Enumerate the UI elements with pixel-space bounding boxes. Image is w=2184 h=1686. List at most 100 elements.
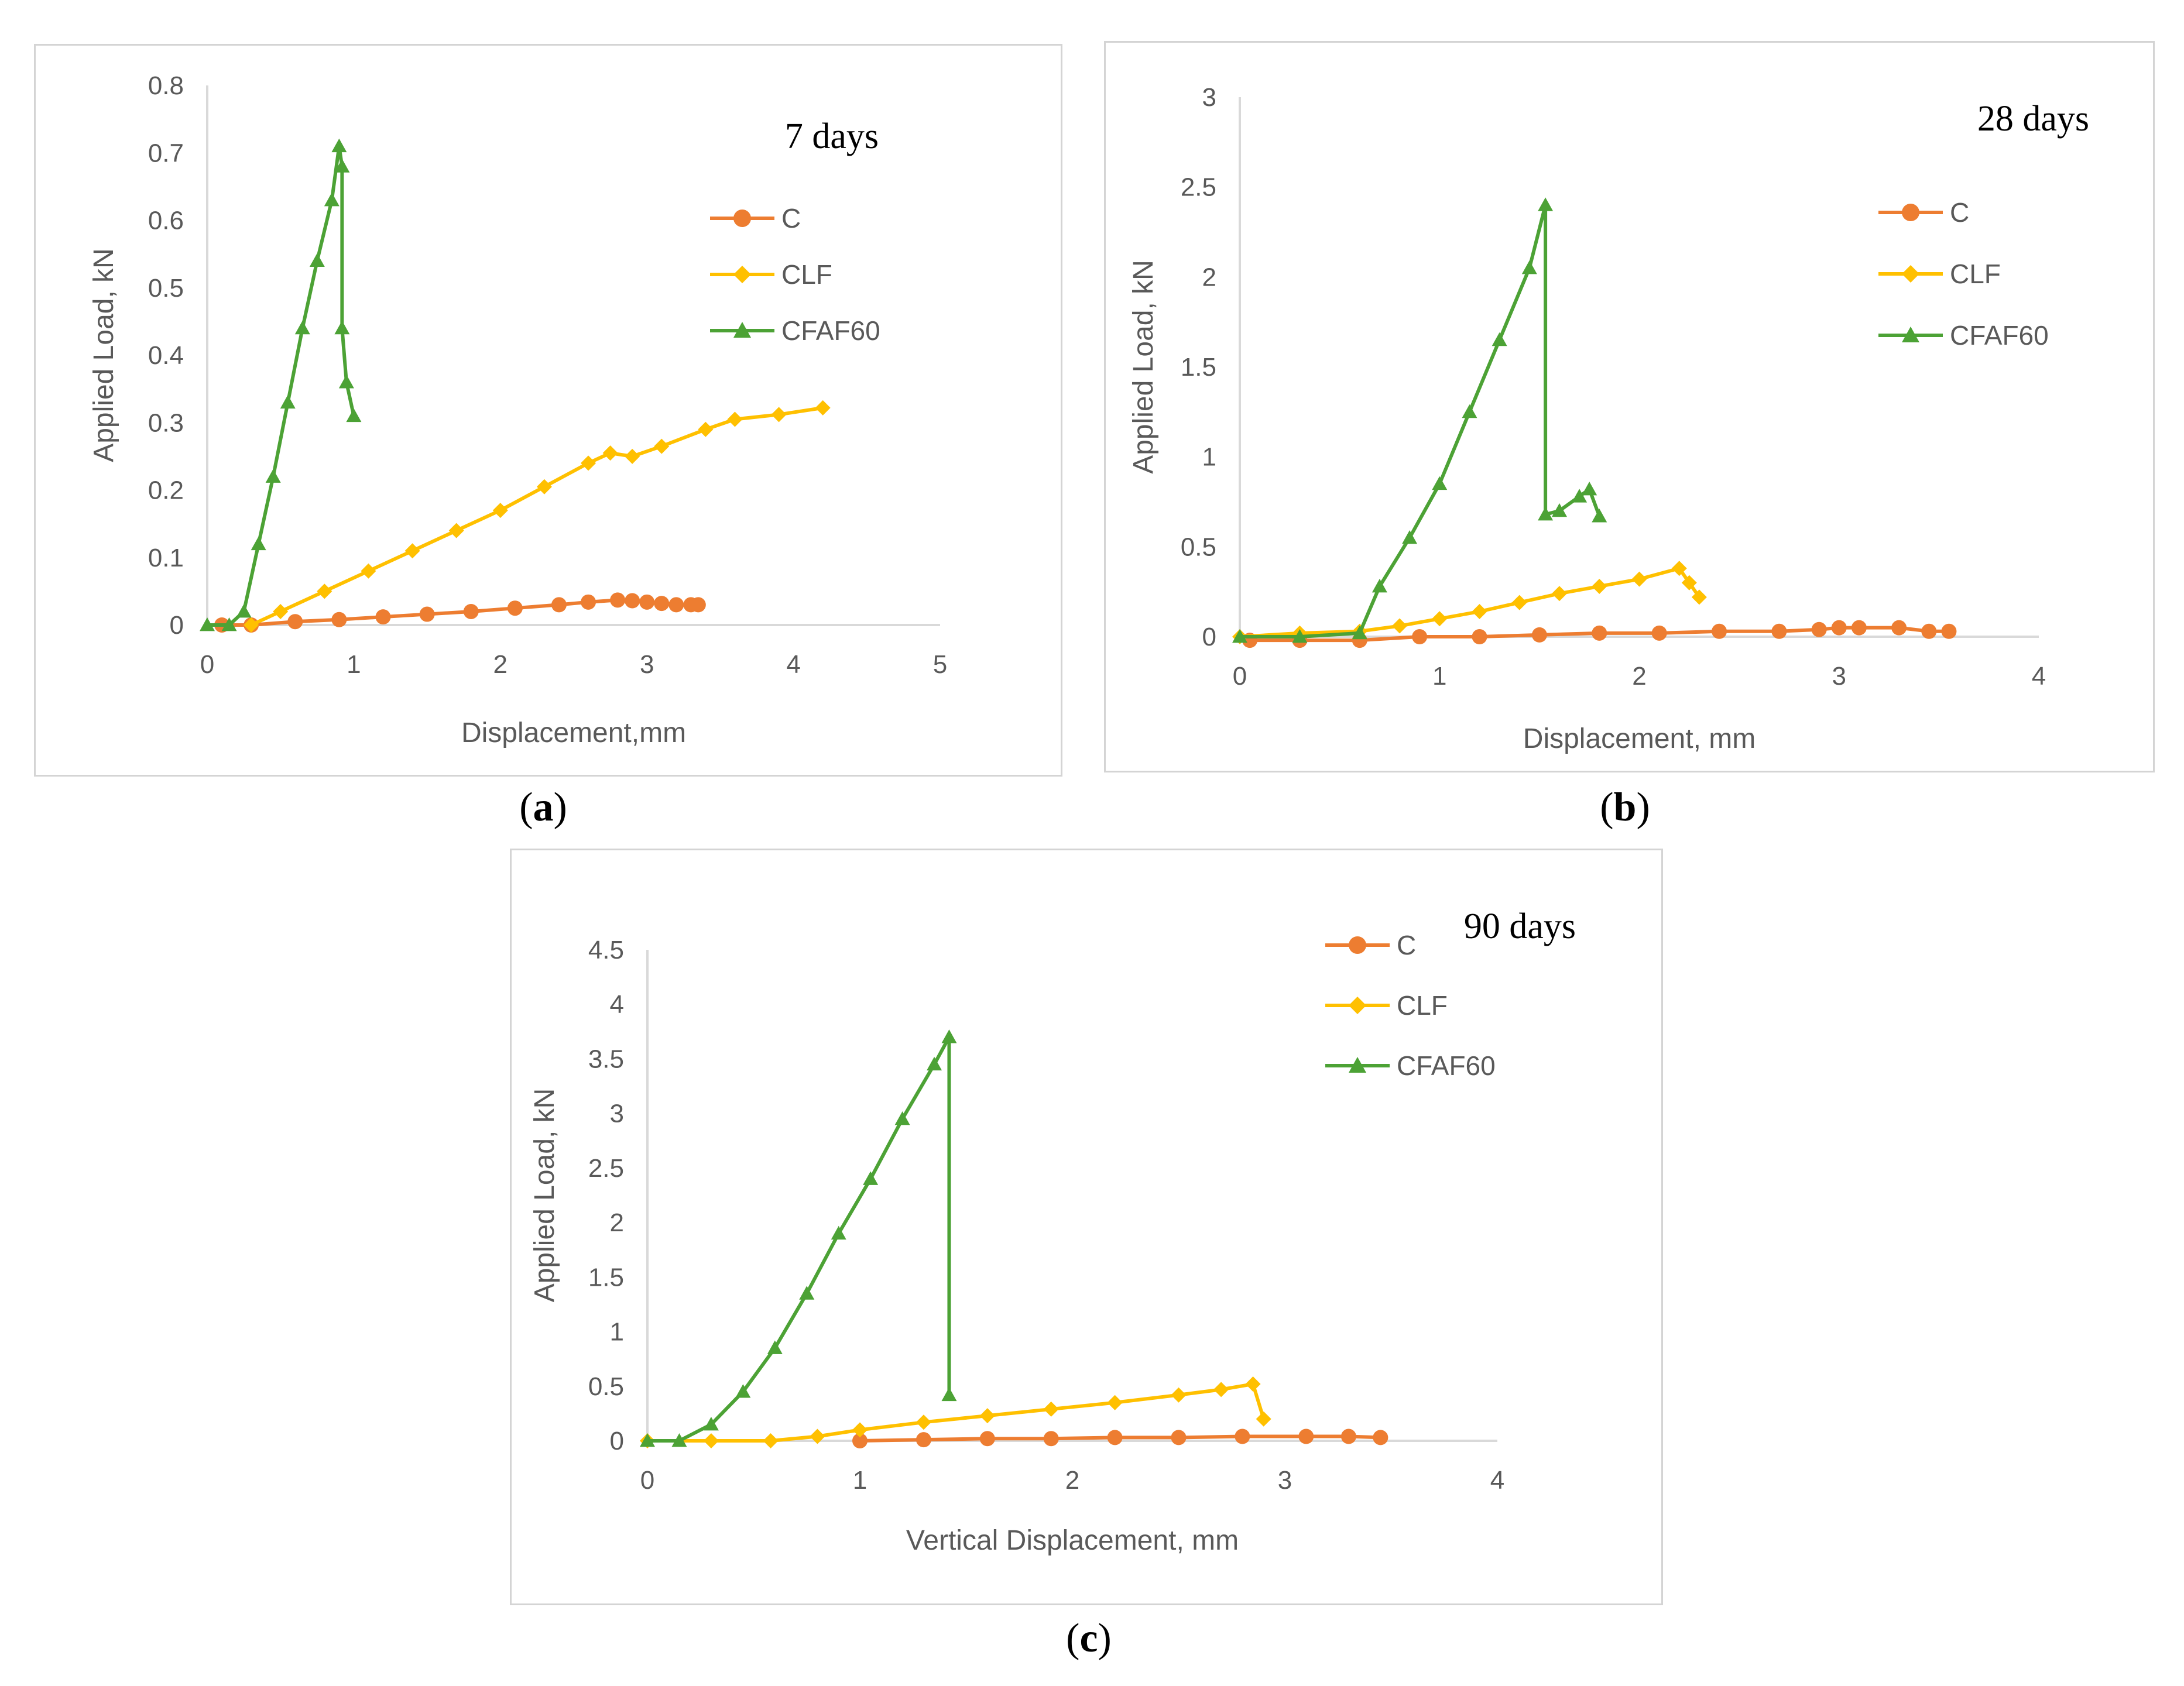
series-line [1250,626,1949,643]
data-point [1292,629,1308,643]
y-tick-label: 0 [170,611,184,640]
y-tick-label: 1.5 [1181,353,1216,382]
legend-label: CFAF60 [1397,1050,1496,1081]
data-point [375,609,391,625]
y-tick-label: 0.1 [148,544,184,572]
data-point [1592,578,1607,594]
data-point [1472,629,1487,644]
data-point [1681,575,1697,590]
legend-item-CFAF60: CFAF60 [710,315,880,346]
data-point [654,596,670,612]
legend-label: C [1950,197,1969,228]
data-point [610,592,626,608]
legend-item-CFAF60: CFAF60 [1878,320,2049,351]
x-tick-label: 1 [1432,662,1446,691]
data-point [1921,623,1937,639]
data-point [1402,530,1418,544]
chart-panel-c: 0 1 2 3 4 0 0.5 1 1.5 2 2.5 3 3.5 4 4.5 Vertical Displa… [510,849,1663,1605]
legend-item-C: C [1878,197,1969,228]
y-tick-label: 0.5 [1181,533,1216,561]
data-point [1472,603,1487,619]
data-point [698,421,714,437]
legend-label: CLF [781,259,832,290]
data-point [507,600,523,616]
data-point [1538,507,1554,521]
data-point [1043,1431,1059,1447]
legend-label: CLF [1950,259,2001,289]
data-point [1352,625,1367,640]
legend-marker [733,266,751,283]
data-point [1232,629,1247,643]
y-tick-label: 2.5 [1181,173,1216,202]
y-tick-label: 1.5 [588,1263,624,1292]
legend-item-CFAF60: CFAF60 [1325,1050,1496,1081]
data-point [551,597,567,613]
x-tick-label: 1 [853,1466,867,1495]
legend-item-CLF: CLF [710,259,832,290]
data-point [810,1429,825,1444]
legend-label: CLF [1397,990,1448,1021]
series-CFAF60 [640,1029,957,1447]
legend-item-C: C [710,203,801,234]
x-tick-label: 2 [493,650,508,679]
legend-marker [1349,1057,1366,1073]
y-tick-label: 1 [1202,443,1216,472]
data-point [1492,332,1507,346]
y-tick-label: 0.7 [148,139,184,167]
data-point [894,1111,910,1125]
data-point [346,408,362,423]
x-tick-label: 4 [2032,662,2046,691]
data-point [1651,625,1667,641]
legend-marker [1902,204,1919,221]
data-point [831,1225,846,1240]
data-point [852,1422,868,1438]
data-point [334,159,350,173]
x-tick-label: 4 [786,650,800,679]
data-point [1171,1387,1187,1403]
series-CLF [244,400,831,633]
y-tick-label: 0.2 [148,476,184,505]
y-axis-title: Applied Load, kN [529,1088,560,1303]
chart-b-svg: 0 1 2 3 4 0 0.5 1 1.5 2 2.5 3 Displacement, mm Applie… [1128,83,2089,754]
data-point [338,375,354,389]
data-point [1712,623,1727,639]
data-point [767,1340,783,1354]
data-point [294,320,310,335]
data-point [1432,611,1448,627]
x-tick-label: 4 [1490,1466,1504,1495]
legend-marker [1349,997,1366,1014]
data-point [654,438,670,454]
x-tick-label: 2 [1065,1466,1079,1495]
chart-a-svg: 0 1 2 3 4 5 0 0.1 0.2 0.3 0.4 0.5 0.6 0.7 0.8 Displacem… [88,71,947,748]
legend-label: CFAF60 [781,315,880,346]
y-tick-label: 2.5 [588,1154,624,1183]
x-tick-label: 3 [1832,662,1846,691]
x-axis-title: Displacement,mm [461,717,686,748]
series-C [1242,620,1957,648]
data-point [1631,571,1647,587]
y-tick-label: 0 [610,1427,624,1455]
figure-label-b: (b) [1600,785,1650,830]
x-tick-label: 3 [640,650,654,679]
data-point [463,603,479,619]
data-point [1771,623,1787,639]
data-point [639,594,655,610]
x-tick-label: 0 [200,650,214,679]
data-point [1107,1395,1123,1410]
data-point [581,455,596,471]
data-point [1107,1430,1123,1445]
data-point [735,1384,751,1398]
legend: C CLF CFAF60 [710,203,880,346]
y-tick-label: 1 [610,1318,624,1347]
y-tick-label: 2 [610,1208,624,1237]
data-point [1592,625,1607,641]
data-point [1592,509,1607,523]
x-axis-title: Displacement, mm [1523,723,1756,754]
y-tick-label: 0.5 [588,1372,624,1401]
data-point [763,1433,779,1448]
legend-item-CLF: CLF [1878,259,2001,289]
chart-title: 7 days [785,116,879,156]
series-C [852,1429,1388,1448]
legend-marker [1902,265,1919,283]
data-point [979,1431,995,1447]
